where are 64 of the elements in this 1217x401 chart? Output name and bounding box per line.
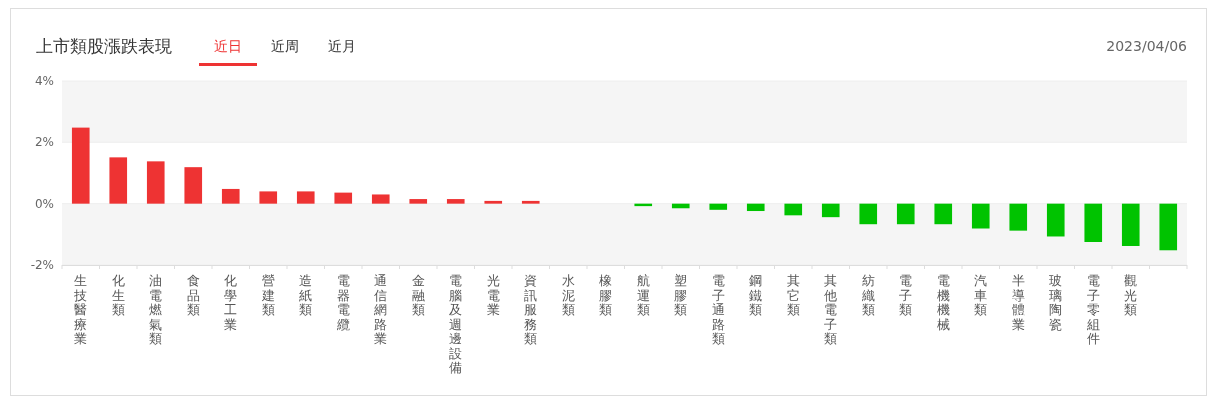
bar [109, 157, 128, 204]
x-tick-label: 食品類 [186, 273, 200, 317]
bar [784, 203, 803, 216]
bar [71, 127, 90, 204]
x-tick-label: 塑膠類 [674, 273, 688, 317]
x-tick-label: 化生類 [111, 273, 125, 317]
bar [484, 200, 503, 204]
bar [184, 167, 203, 204]
chart-subtitle: 2023/04/06 [1106, 38, 1188, 54]
x-tick-label: 電機機械 [936, 273, 950, 332]
x-tick-label: 汽車類 [974, 273, 988, 317]
x-tick-label: 電子零組件 [1085, 273, 1100, 346]
x-tick-label: 金融類 [411, 273, 425, 317]
bar [296, 191, 315, 204]
x-tick-label: 其它類 [786, 273, 800, 317]
bar [521, 200, 540, 204]
bar [371, 194, 390, 204]
bar [1046, 203, 1065, 237]
x-tick-label: 電子類 [899, 273, 913, 317]
x-tick-label: 觀光類 [1124, 273, 1138, 317]
x-tick-label: 航運類 [636, 273, 650, 317]
y-tick-label: 4% [34, 74, 54, 88]
y-tick-label: 0% [34, 196, 54, 211]
y-tick-label: -2% [30, 258, 54, 272]
x-tick-label: 玻璃陶瓷 [1049, 273, 1063, 332]
x-tick-label: 生技醫療業 [73, 273, 88, 346]
x-tick-label: 其他電子類 [824, 273, 838, 346]
x-tick-label: 造紙類 [299, 273, 313, 317]
x-tick-label: 化學工業 [224, 273, 238, 332]
x-tick-label: 電器電纜 [335, 273, 350, 332]
bar [1084, 203, 1103, 242]
bar [259, 191, 278, 204]
bar [1159, 203, 1178, 251]
bar [409, 199, 428, 204]
bar [821, 203, 840, 218]
bar [446, 199, 465, 204]
x-tick-label: 營建類 [260, 273, 275, 317]
x-tick-label: 油電燃氣類 [149, 273, 163, 346]
x-tick-label: 資訊服務類 [524, 273, 538, 346]
text: 近周 [271, 38, 299, 54]
chart-title: 上市類股漲跌表現 [36, 36, 172, 56]
x-tick-label: 通信網路業 [373, 273, 388, 346]
text: 近月 [328, 38, 356, 54]
bar [934, 203, 953, 225]
bar [896, 203, 915, 225]
bar [709, 203, 728, 210]
bar [146, 161, 165, 204]
x-tick-label: 橡膠類 [599, 273, 613, 317]
bar [221, 188, 240, 204]
x-tick-label: 紡織類 [860, 273, 875, 317]
bar [746, 203, 765, 212]
bar [1121, 203, 1140, 246]
bar [971, 203, 990, 229]
bar [334, 192, 353, 204]
bar [859, 203, 878, 225]
bar [1009, 203, 1028, 231]
x-tick-label: 半導體業 [1011, 273, 1025, 332]
x-tick-label: 電腦及週邊設備 [449, 273, 463, 375]
y-tick-label: 2% [34, 135, 54, 150]
x-tick-label: 鋼鐵類 [749, 273, 763, 317]
text: 近日 [214, 38, 242, 54]
x-tick-label: 光電業 [486, 273, 500, 317]
x-tick-label: 水泥類 [561, 273, 575, 317]
x-tick-label: 電子通路類 [711, 273, 725, 346]
